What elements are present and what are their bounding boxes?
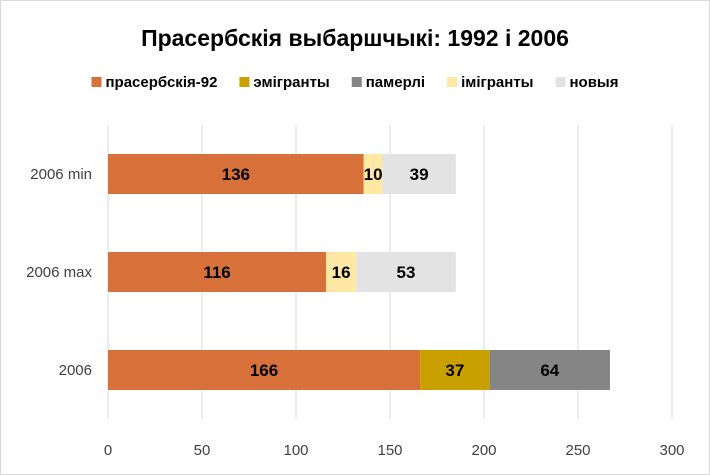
category-label: 2006 — [59, 362, 92, 379]
x-tick-label: 150 — [377, 442, 402, 459]
category-label: 2006 min — [30, 166, 92, 183]
bar-segment — [382, 154, 456, 194]
legend-item: памерлі — [351, 74, 425, 91]
x-tick-label: 250 — [565, 442, 590, 459]
legend: прасербскія-92 эмігранты памерлі імігранты н… — [91, 74, 619, 91]
x-tick-label: 0 — [104, 442, 112, 459]
bar-segment — [108, 252, 327, 292]
legend-item: прасербскія-92 — [91, 74, 217, 91]
data-label: 10 — [364, 165, 383, 184]
category-labels: 2006 min 2006 max 2006 — [26, 166, 92, 379]
legend-swatch — [351, 77, 362, 87]
x-tick-label: 100 — [283, 442, 308, 459]
bars: 136 10 39 116 16 53 166 37 64 — [108, 154, 610, 390]
x-tick-label: 200 — [471, 442, 496, 459]
chart-title: Прасербскія выбаршчыкі: 1992 і 2006 — [141, 25, 569, 51]
legend-swatch — [555, 77, 566, 87]
legend-item: эмігранты — [239, 74, 330, 91]
x-tick-labels: 0 50 100 150 200 250 300 — [104, 442, 685, 459]
bar-segment — [420, 350, 490, 390]
data-label: 116 — [203, 263, 230, 282]
legend-swatch — [447, 77, 458, 87]
data-label: 16 — [332, 263, 351, 282]
legend-label: прасербскія-92 — [105, 74, 217, 91]
legend-label: эмігранты — [253, 74, 329, 91]
data-label: 64 — [540, 361, 559, 380]
legend-swatch — [239, 77, 250, 87]
legend-label: імігранты — [461, 74, 533, 91]
legend-item: імігранты — [447, 74, 533, 91]
x-tick-label: 50 — [194, 442, 211, 459]
bar-segment — [356, 252, 456, 292]
legend-item: новыя — [555, 74, 619, 91]
category-label: 2006 max — [26, 264, 92, 281]
bar-segment — [489, 350, 610, 390]
bar-segment — [108, 350, 421, 390]
bar-segment — [363, 154, 383, 194]
data-label: 53 — [397, 263, 416, 282]
legend-swatch — [91, 77, 102, 87]
legend-label: новыя — [569, 74, 618, 91]
data-label: 136 — [222, 165, 250, 184]
bar-segment — [108, 154, 364, 194]
data-label: 37 — [445, 361, 464, 380]
legend-label: памерлі — [366, 74, 425, 91]
data-label: 166 — [250, 361, 278, 380]
bar-segment — [326, 252, 357, 292]
data-label: 39 — [410, 165, 429, 184]
x-tick-label: 300 — [659, 442, 684, 459]
